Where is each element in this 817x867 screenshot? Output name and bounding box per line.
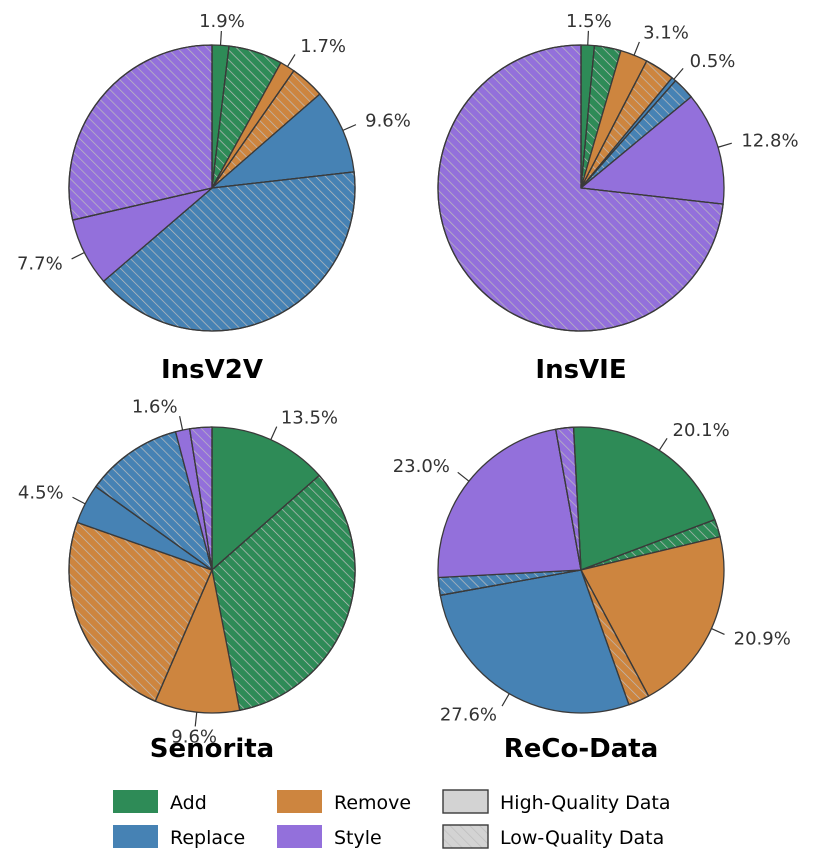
- pie-title-insvie: InsVIE: [535, 355, 626, 385]
- legend-swatch-remove: [277, 790, 322, 813]
- leader-line-insv2v-replace-high: [342, 124, 357, 131]
- slice-hatch-senorita-remove-low: [68, 521, 213, 702]
- slice-reco-data-remove-high: [580, 536, 725, 697]
- pct-label-insvie-remove-high: 3.1%: [643, 23, 689, 44]
- slice-reco-data-add-high: [572, 426, 716, 571]
- leader-line-reco-data-add-high: [658, 438, 668, 451]
- slice-hatch-senorita-style-low: [188, 426, 213, 571]
- slice-reco-data-replace-high: [439, 569, 630, 714]
- legend-label-low-quality: Low-Quality Data: [500, 827, 664, 849]
- leader-line-insv2v-style-high: [71, 251, 85, 260]
- leader-line-senorita-add-high: [270, 426, 278, 440]
- legend-swatch-add: [113, 790, 158, 813]
- legend-label-high-quality: High-Quality Data: [500, 792, 671, 814]
- pie-title-senorita: Senorita: [150, 734, 274, 764]
- leader-line-insv2v-add-high: [219, 30, 222, 46]
- pct-label-senorita-replace-high: 4.5%: [18, 483, 64, 504]
- leader-line-insvie-style-high: [717, 142, 732, 148]
- pct-label-senorita-style-high: 1.6%: [132, 396, 178, 417]
- slice-hatch-insv2v-replace-low: [102, 171, 356, 332]
- leader-line-reco-data-remove-high: [711, 628, 725, 635]
- pct-label-insvie-add-high: 1.5%: [566, 11, 612, 32]
- slice-hatch-insv2v-style-low: [68, 44, 213, 221]
- pie-senorita: 13.5% 9.6% 4.5% 1.6%: [18, 396, 356, 747]
- legend-swatch-low-quality: [442, 824, 489, 849]
- legend: Add Replace Remove Style High-Quality Da…: [113, 789, 671, 849]
- legend-swatch-high-quality: [442, 789, 489, 814]
- pct-label-insv2v-remove-high: 1.7%: [300, 36, 346, 57]
- slice-hatch-senorita-replace-low: [95, 431, 213, 571]
- leader-line-senorita-style-high: [179, 415, 184, 431]
- pct-label-insvie-style-high: 12.8%: [741, 130, 798, 151]
- slice-insv2v-replace-high: [211, 93, 355, 189]
- pie-title-insv2v: InsV2V: [161, 355, 263, 385]
- legend-swatch-style: [277, 825, 322, 848]
- leader-line-insvie-remove-high: [633, 41, 640, 56]
- pct-label-senorita-remove-high: 9.6%: [171, 726, 217, 747]
- slice-senorita-add-high: [211, 426, 320, 571]
- pct-label-insv2v-add-high: 1.9%: [199, 11, 245, 32]
- pie-title-reco-data: ReCo-Data: [504, 734, 659, 764]
- pie-insv2v: 1.9% 1.7% 9.6% 7.7%: [17, 11, 411, 332]
- slice-hatch-insvie-style-low: [437, 44, 724, 332]
- pie-reco-data: 20.1% 20.9% 27.6% 23.0%: [393, 420, 791, 726]
- pct-label-insv2v-replace-high: 9.6%: [365, 111, 411, 132]
- slice-senorita-remove-high: [154, 569, 241, 714]
- slice-hatch-senorita-add-low: [211, 474, 356, 711]
- pct-label-insv2v-style-high: 7.7%: [17, 253, 63, 274]
- legend-label-replace: Replace: [170, 827, 245, 849]
- slice-hatch-reco-data-style-low: [555, 426, 582, 571]
- leader-line-senorita-replace-high: [72, 496, 86, 505]
- pct-label-reco-data-style-high: 23.0%: [393, 456, 450, 477]
- leader-line-insv2v-remove-high: [286, 54, 296, 67]
- leader-line-senorita-remove-high: [194, 712, 198, 727]
- leader-line-insvie-replace-high: [673, 68, 684, 80]
- pct-label-reco-data-replace-high: 27.6%: [440, 705, 497, 726]
- legend-label-remove: Remove: [334, 792, 411, 814]
- legend-label-style: Style: [334, 827, 382, 849]
- leader-line-reco-data-replace-high: [501, 693, 510, 707]
- pct-label-reco-data-remove-high: 20.9%: [734, 629, 791, 650]
- pct-label-senorita-add-high: 13.5%: [281, 408, 338, 429]
- leader-line-insvie-add-high: [587, 30, 590, 46]
- pct-label-insvie-replace-high: 0.5%: [690, 51, 736, 72]
- legend-swatch-replace: [113, 825, 158, 848]
- legend-label-add: Add: [170, 792, 207, 814]
- pct-label-reco-data-add-high: 20.1%: [673, 420, 730, 441]
- slice-reco-data-style-high: [437, 428, 582, 579]
- leader-line-reco-data-style-high: [457, 471, 470, 482]
- pie-insvie: 1.5% 3.1%0.5% 12.8%: [437, 11, 799, 332]
- slice-insvie-style-high: [580, 96, 725, 205]
